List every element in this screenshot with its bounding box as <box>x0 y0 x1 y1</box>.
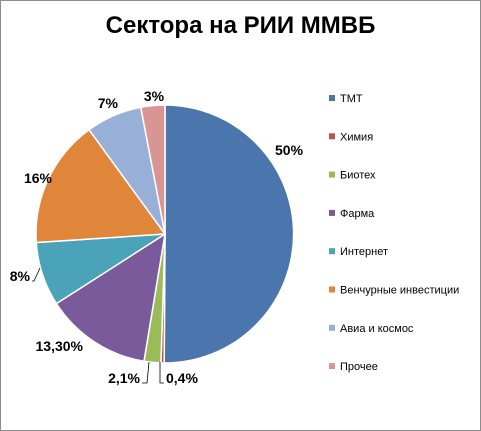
pie-slice-5 <box>35 128 167 244</box>
data-label-1: 0,4% <box>166 370 198 386</box>
legend-swatch-1 <box>329 133 335 140</box>
legend-swatch-7 <box>329 363 335 370</box>
data-label-7: 3% <box>144 88 165 104</box>
data-labels: 50% 0,4% 2,1% 13,30% 8% 16% 7% 3% <box>10 88 304 386</box>
legend: ТМТ Химия Биотех Фарма Интернет Венчурные инв… <box>329 93 459 373</box>
pie-slices <box>35 104 295 364</box>
legend-swatch-2 <box>329 171 335 178</box>
data-label-5: 16% <box>24 170 53 186</box>
legend-label-1: Химия <box>340 131 373 143</box>
pie-slice-3 <box>55 232 167 363</box>
data-label-6: 7% <box>98 95 119 111</box>
leader-lines <box>32 267 164 384</box>
legend-label-0: ТМТ <box>340 93 363 105</box>
legend-swatch-4 <box>329 248 335 255</box>
data-label-3: 13,30% <box>36 338 84 354</box>
leader-line-2 <box>142 361 150 384</box>
legend-swatch-5 <box>329 286 335 293</box>
data-label-0: 50% <box>275 142 304 158</box>
legend-swatch-0 <box>329 95 335 101</box>
pie-slice-7 <box>139 104 166 235</box>
legend-label-7: Прочее <box>340 361 378 373</box>
legend-label-2: Биотех <box>340 170 376 182</box>
data-label-2: 2,1% <box>108 370 140 386</box>
pie-slice-0 <box>163 104 295 364</box>
data-label-4: 8% <box>10 268 31 284</box>
leader-line-1 <box>159 362 164 384</box>
legend-label-4: Интернет <box>340 246 388 258</box>
legend-label-5: Венчурные инвестиции <box>340 285 459 297</box>
legend-swatch-6 <box>329 324 335 331</box>
legend-swatch-3 <box>329 209 335 216</box>
legend-label-6: Авиа и космос <box>340 323 414 335</box>
legend-label-3: Фарма <box>340 208 375 220</box>
leader-line-4 <box>32 267 41 282</box>
chart-title: Сектора на РИИ ММВБ <box>105 12 376 39</box>
